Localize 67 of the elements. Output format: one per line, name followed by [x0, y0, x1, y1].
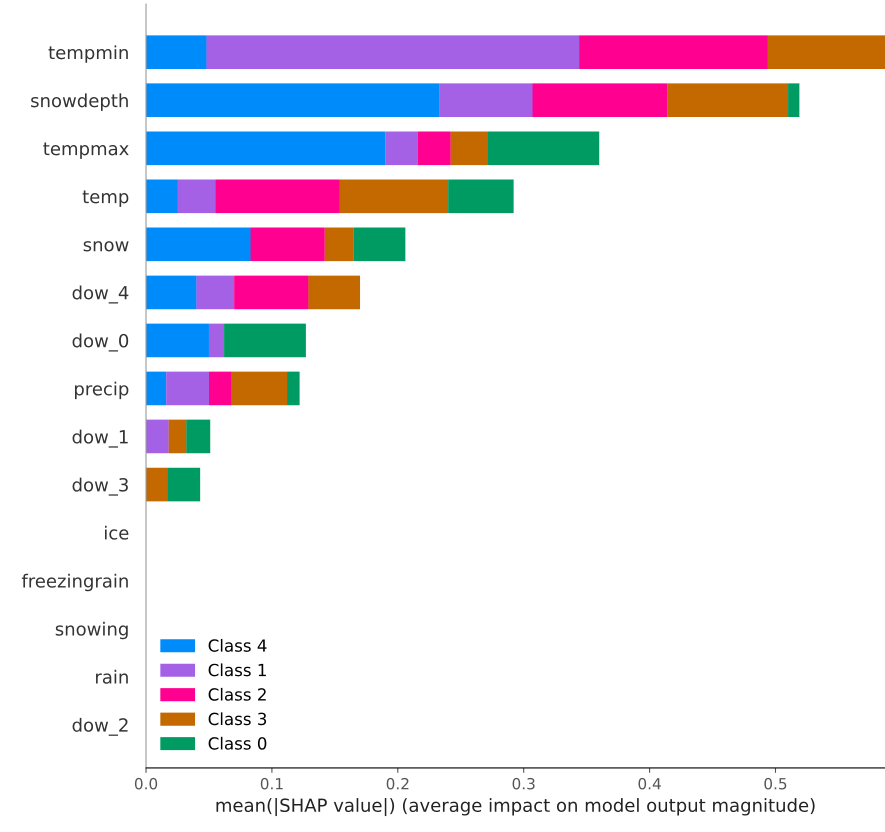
bar [196, 276, 234, 310]
bar [579, 35, 768, 70]
bar [768, 35, 885, 70]
y-tick-label: dow_0 [72, 334, 128, 352]
bar [250, 228, 325, 262]
legend-label: Class 4 [208, 638, 267, 652]
bar [146, 324, 209, 358]
bar [354, 228, 406, 262]
bar [439, 83, 533, 118]
bar [215, 179, 340, 214]
bar [178, 179, 216, 214]
bar [208, 372, 232, 406]
bar [232, 372, 288, 406]
bar [146, 228, 251, 262]
bar [146, 179, 178, 214]
y-tick-label: tempmax [43, 142, 129, 159]
bar [208, 324, 224, 358]
bar [667, 83, 788, 118]
legend-label: Class 1 [208, 663, 266, 676]
x-tick-label: 0.1 [260, 778, 283, 790]
y-tick-label: dow_2 [72, 718, 128, 736]
legend-label: Class 3 [208, 712, 266, 726]
bar [167, 468, 200, 502]
bar [487, 131, 600, 166]
x-tick-label: 0.0 [134, 778, 158, 790]
x-axis-title: mean(|SHAP value|) (average impact on model output magnitude) [216, 798, 815, 816]
x-tick-label: 0.2 [386, 778, 408, 790]
bar [146, 468, 168, 502]
y-tick-label: dow_4 [72, 286, 128, 304]
x-tick-label: 0.5 [764, 778, 786, 790]
bar [146, 420, 169, 454]
bar [287, 372, 300, 406]
bar [448, 179, 514, 214]
bar [418, 131, 451, 166]
legend-label: Class 0 [208, 736, 266, 750]
bar [532, 83, 668, 118]
bar [186, 420, 210, 454]
legend-label: Class 2 [208, 688, 266, 701]
x-tick-label: 0.4 [638, 778, 661, 790]
y-tick-label: freezingrain [22, 574, 128, 592]
y-tick-label: dow_3 [72, 478, 128, 496]
bar [450, 131, 488, 166]
y-tick-label: snow [84, 241, 129, 252]
bar [146, 131, 386, 166]
y-tick-label: tempmin [48, 45, 128, 63]
bar [146, 83, 440, 118]
x-tick-label: 0.3 [512, 778, 535, 790]
bar [146, 35, 206, 70]
bar [788, 83, 800, 118]
y-tick-label: snowdepth [31, 93, 128, 111]
bar [224, 324, 306, 358]
bar [146, 276, 196, 310]
bar [308, 276, 360, 310]
y-tick-label: dow_1 [72, 430, 128, 448]
bar [168, 420, 186, 454]
y-tick-label: temp [82, 190, 128, 207]
bar [340, 179, 448, 214]
y-tick-label: precip [75, 382, 128, 400]
bar [234, 276, 308, 310]
bar [166, 372, 209, 406]
bar [385, 131, 418, 166]
bar [146, 372, 166, 406]
bar [324, 228, 354, 262]
bar [206, 35, 580, 70]
y-tick-label: ice [105, 526, 128, 540]
y-tick-label: snowing [56, 622, 128, 640]
y-tick-label: rain [96, 670, 128, 684]
